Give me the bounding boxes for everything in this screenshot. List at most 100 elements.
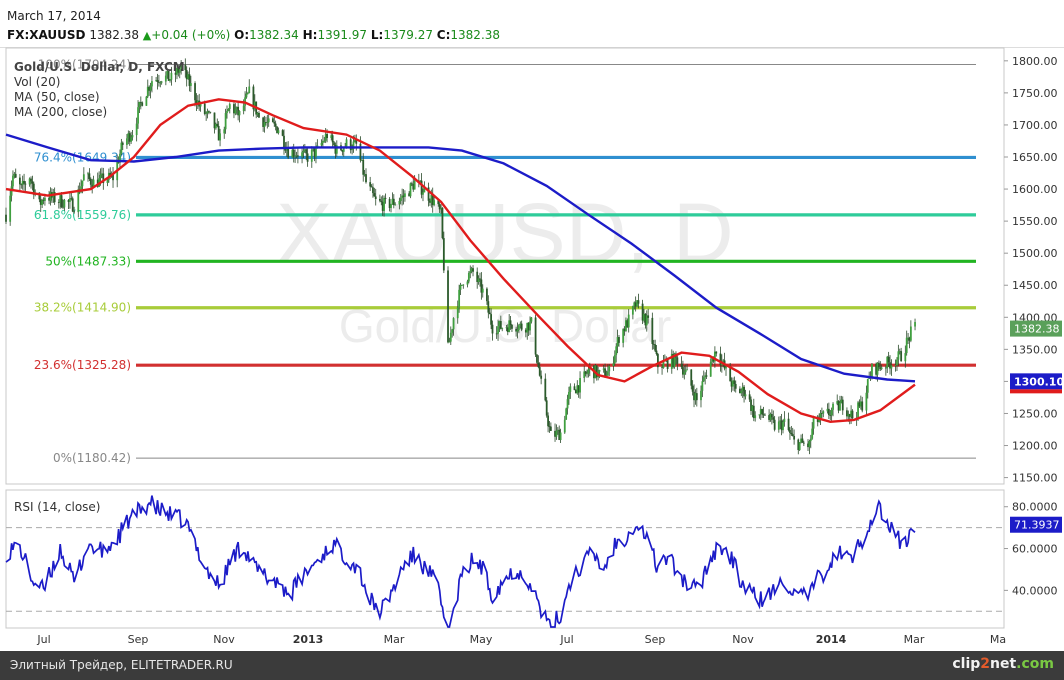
candle-body — [330, 135, 333, 139]
candle-body — [914, 322, 916, 327]
candle-body — [782, 422, 784, 431]
candle-body — [333, 142, 335, 146]
candle-body — [711, 356, 714, 362]
candle-body — [587, 369, 590, 374]
symbol-name: FX:XAUUSD — [7, 28, 86, 42]
candle-body — [160, 81, 163, 83]
candle-body — [402, 195, 405, 197]
candle-body — [857, 402, 859, 418]
price-tick-label: 1350.00 — [1012, 343, 1058, 356]
candle-body — [281, 130, 284, 136]
candle-body — [631, 306, 634, 315]
candle-body — [890, 365, 893, 369]
candle-body — [345, 139, 348, 147]
rsi-panel-frame — [5, 489, 1005, 629]
candle-body — [647, 315, 650, 318]
candle-body — [602, 368, 605, 371]
candle-body — [505, 327, 508, 329]
candle-body — [238, 111, 241, 116]
candle-body — [145, 96, 148, 106]
candle-body — [772, 417, 775, 420]
candle-body — [326, 133, 328, 139]
x-tick-label: Jul — [559, 633, 573, 646]
candle-body — [686, 369, 688, 371]
candle-body — [536, 354, 538, 363]
candle-body — [21, 180, 24, 185]
candle-body — [292, 149, 295, 157]
candle-body — [452, 318, 455, 330]
candle-body — [449, 332, 452, 342]
candle-body — [509, 320, 512, 325]
candle-body — [680, 363, 683, 368]
candle-body — [374, 196, 377, 199]
candle-body — [313, 148, 316, 157]
candle-body — [472, 268, 474, 272]
candle-body — [821, 412, 823, 414]
candle-body — [627, 314, 630, 328]
rsi-tick-label: 40.0000 — [1012, 584, 1058, 597]
candle-body — [355, 140, 358, 144]
candle-body — [783, 418, 786, 423]
candle-body — [451, 329, 454, 333]
candle-body — [128, 133, 131, 142]
candle-body — [576, 385, 579, 394]
candle-body — [365, 174, 367, 183]
candle-body — [60, 195, 63, 207]
close-value: 1382.38 — [450, 28, 501, 42]
candle-body — [126, 138, 128, 145]
candle-body — [13, 173, 16, 176]
legend-ma50: MA (50, close) — [14, 90, 100, 104]
candle-body — [616, 337, 619, 347]
candle-body — [102, 173, 105, 183]
candle-body — [636, 300, 638, 307]
price-panel-frame — [5, 47, 1005, 485]
candle-body — [486, 288, 488, 302]
candle-body — [545, 400, 548, 416]
candle-body — [676, 357, 679, 364]
candle-body — [194, 83, 196, 101]
candle-body — [490, 314, 493, 325]
candle-body — [586, 373, 588, 375]
candle-body — [701, 381, 704, 391]
fib-level-label: 0%(1180.42) — [53, 451, 131, 465]
candle-body — [12, 175, 14, 187]
price-tick-label: 1450.00 — [1012, 279, 1058, 292]
candle-body — [615, 346, 618, 356]
candle-body — [379, 198, 381, 201]
candle-body — [412, 183, 415, 190]
price-tick-label: 1700.00 — [1012, 119, 1058, 132]
symbol-quote-bar: FX:XAUUSD 1382.38 ▲+0.04 (+0%) O:1382.34… — [7, 28, 500, 42]
candle-body — [777, 421, 780, 430]
candle-body — [139, 101, 142, 103]
candle-body — [437, 200, 440, 205]
candle-body — [773, 419, 776, 430]
candle-body — [722, 360, 725, 362]
candle-body — [537, 362, 540, 368]
candle-body — [253, 101, 256, 110]
candle-body — [807, 443, 809, 448]
candle-body — [780, 420, 783, 431]
candle-body — [242, 105, 245, 112]
candle-body — [606, 371, 609, 376]
candle-body — [526, 322, 529, 333]
candle-body — [121, 142, 124, 145]
candle-body — [840, 399, 843, 403]
candle-body — [666, 359, 669, 369]
candle-body — [267, 118, 270, 123]
candle-body — [209, 111, 212, 113]
candle-body — [595, 365, 598, 378]
candle-body — [645, 315, 648, 326]
candle-body — [818, 418, 821, 422]
candle-body — [448, 341, 451, 343]
candle-body — [608, 366, 611, 372]
candle-body — [67, 200, 70, 202]
candle-body — [266, 122, 269, 124]
candle-body — [839, 402, 841, 411]
candle-body — [683, 372, 686, 375]
price-tick-label: 1500.00 — [1012, 247, 1058, 260]
candle-body — [24, 183, 27, 185]
candle-body — [791, 434, 794, 436]
candle-body — [276, 126, 278, 134]
candle-body — [174, 72, 177, 75]
